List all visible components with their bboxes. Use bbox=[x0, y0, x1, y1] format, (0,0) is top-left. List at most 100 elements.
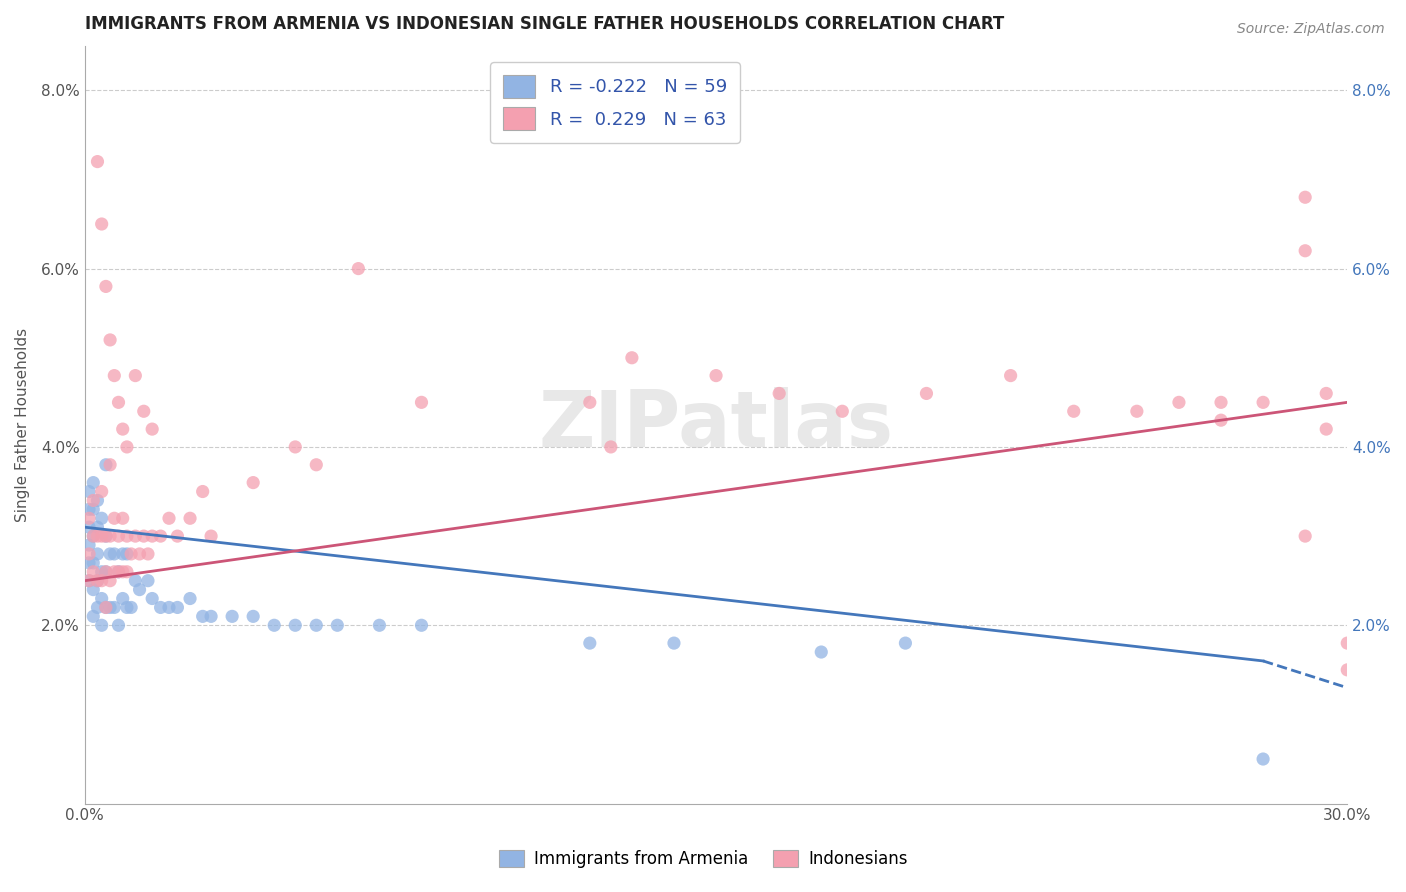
Point bbox=[90, 565, 112, 579]
Point bbox=[831, 404, 853, 418]
Point bbox=[411, 395, 433, 409]
Point bbox=[82, 493, 104, 508]
Point bbox=[86, 600, 108, 615]
Point bbox=[124, 574, 146, 588]
Point bbox=[82, 502, 104, 516]
Point bbox=[284, 440, 307, 454]
Point bbox=[86, 520, 108, 534]
Point bbox=[1126, 404, 1149, 418]
Point bbox=[90, 217, 112, 231]
Point bbox=[136, 547, 159, 561]
Point bbox=[77, 538, 100, 552]
Point bbox=[103, 547, 125, 561]
Point bbox=[132, 529, 155, 543]
Point bbox=[90, 484, 112, 499]
Point bbox=[82, 529, 104, 543]
Point bbox=[77, 556, 100, 570]
Point bbox=[768, 386, 790, 401]
Point bbox=[90, 591, 112, 606]
Point bbox=[103, 600, 125, 615]
Point bbox=[111, 422, 134, 436]
Point bbox=[347, 261, 370, 276]
Point bbox=[77, 484, 100, 499]
Point bbox=[149, 529, 172, 543]
Point bbox=[115, 529, 138, 543]
Point bbox=[124, 529, 146, 543]
Point bbox=[77, 511, 100, 525]
Point bbox=[103, 565, 125, 579]
Point bbox=[111, 511, 134, 525]
Point bbox=[111, 547, 134, 561]
Point bbox=[1294, 244, 1316, 258]
Point bbox=[1251, 752, 1274, 766]
Point bbox=[179, 511, 201, 525]
Point bbox=[90, 618, 112, 632]
Point bbox=[98, 458, 121, 472]
Point bbox=[103, 511, 125, 525]
Point bbox=[191, 609, 214, 624]
Point bbox=[98, 333, 121, 347]
Point bbox=[128, 547, 150, 561]
Point bbox=[242, 609, 264, 624]
Point bbox=[82, 609, 104, 624]
Point bbox=[94, 279, 117, 293]
Point bbox=[305, 458, 328, 472]
Point bbox=[191, 484, 214, 499]
Point bbox=[111, 565, 134, 579]
Point bbox=[82, 565, 104, 579]
Point bbox=[120, 600, 142, 615]
Point bbox=[115, 440, 138, 454]
Point bbox=[128, 582, 150, 597]
Point bbox=[305, 618, 328, 632]
Point bbox=[82, 529, 104, 543]
Point bbox=[86, 574, 108, 588]
Point bbox=[94, 458, 117, 472]
Point bbox=[124, 368, 146, 383]
Point bbox=[221, 609, 243, 624]
Point bbox=[94, 529, 117, 543]
Point bbox=[200, 609, 222, 624]
Legend: R = -0.222   N = 59, R =  0.229   N = 63: R = -0.222 N = 59, R = 0.229 N = 63 bbox=[491, 62, 740, 143]
Point bbox=[120, 547, 142, 561]
Point bbox=[157, 600, 180, 615]
Point bbox=[90, 574, 112, 588]
Point bbox=[1063, 404, 1085, 418]
Point bbox=[136, 574, 159, 588]
Point bbox=[90, 511, 112, 525]
Point bbox=[894, 636, 917, 650]
Point bbox=[94, 600, 117, 615]
Point bbox=[90, 529, 112, 543]
Point bbox=[166, 600, 188, 615]
Point bbox=[1315, 386, 1337, 401]
Point bbox=[263, 618, 285, 632]
Point bbox=[86, 154, 108, 169]
Point bbox=[1209, 395, 1232, 409]
Text: Source: ZipAtlas.com: Source: ZipAtlas.com bbox=[1237, 22, 1385, 37]
Point bbox=[578, 636, 600, 650]
Point bbox=[98, 600, 121, 615]
Point bbox=[94, 529, 117, 543]
Point bbox=[662, 636, 685, 650]
Point bbox=[94, 565, 117, 579]
Point bbox=[86, 529, 108, 543]
Point bbox=[94, 565, 117, 579]
Point bbox=[141, 422, 163, 436]
Y-axis label: Single Father Households: Single Father Households bbox=[15, 327, 30, 522]
Point bbox=[179, 591, 201, 606]
Point bbox=[115, 600, 138, 615]
Point bbox=[1168, 395, 1191, 409]
Legend: Immigrants from Armenia, Indonesians: Immigrants from Armenia, Indonesians bbox=[492, 843, 914, 875]
Point bbox=[157, 511, 180, 525]
Point bbox=[107, 618, 129, 632]
Point bbox=[1209, 413, 1232, 427]
Point bbox=[284, 618, 307, 632]
Point bbox=[1251, 395, 1274, 409]
Point bbox=[82, 475, 104, 490]
Point bbox=[98, 574, 121, 588]
Point bbox=[98, 547, 121, 561]
Point bbox=[107, 529, 129, 543]
Point bbox=[166, 529, 188, 543]
Point bbox=[107, 395, 129, 409]
Point bbox=[103, 368, 125, 383]
Point bbox=[368, 618, 391, 632]
